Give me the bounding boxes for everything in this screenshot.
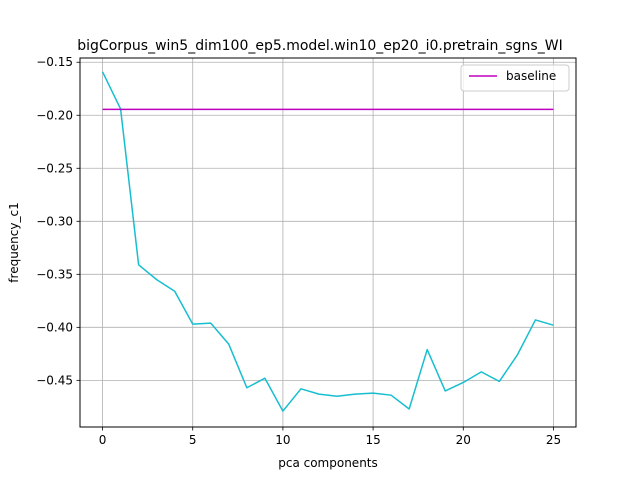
series-layer xyxy=(101,71,554,412)
chart-title: bigCorpus_win5_dim100_ep5.model.win10_ep… xyxy=(77,38,562,54)
plot-frame xyxy=(79,57,577,428)
y-tick-label: −0.20 xyxy=(36,108,73,122)
grid xyxy=(80,58,576,427)
y-tick-label: −0.15 xyxy=(36,55,73,69)
x-tick-label: 0 xyxy=(99,433,107,447)
y-tick-label: −0.30 xyxy=(36,214,73,228)
ticks: 0 5 10 15 20 25 −0.15 −0.20 −0.25 −0.30 −0.35 −0.40… xyxy=(36,55,561,447)
x-tick-label: 20 xyxy=(456,433,471,447)
legend-box xyxy=(460,64,570,92)
x-tick-label: 15 xyxy=(365,433,380,447)
x-tick-label: 5 xyxy=(189,433,197,447)
y-tick-label: −0.35 xyxy=(36,267,73,281)
legend: baseline xyxy=(460,64,570,92)
series-line-0 xyxy=(101,71,554,412)
y-axis-label: frequency_c1 xyxy=(7,202,21,282)
x-tick-label: 25 xyxy=(546,433,561,447)
x-axis-label: pca components xyxy=(278,456,378,470)
y-tick-label: −0.25 xyxy=(36,161,73,175)
x-tick-label: 10 xyxy=(275,433,290,447)
y-tick-label: −0.45 xyxy=(36,373,73,387)
y-tick-label: −0.40 xyxy=(36,320,73,334)
legend-label-baseline: baseline xyxy=(506,69,556,83)
